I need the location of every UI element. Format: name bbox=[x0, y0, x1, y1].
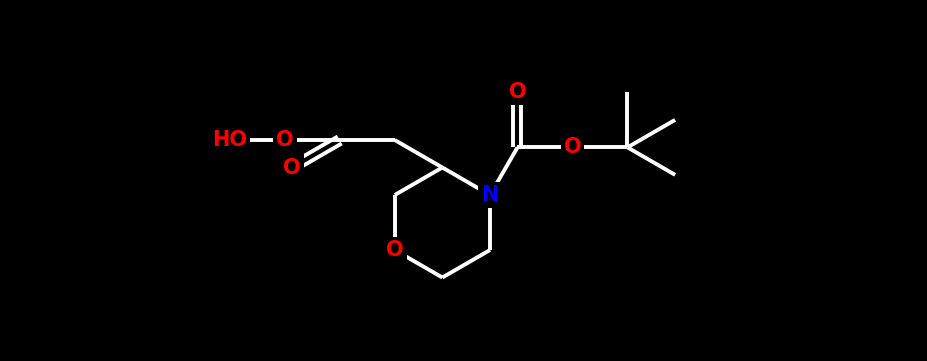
Text: O: O bbox=[386, 240, 403, 260]
Text: N: N bbox=[481, 185, 498, 205]
Text: O: O bbox=[563, 138, 580, 157]
Text: O: O bbox=[283, 157, 300, 178]
Text: O: O bbox=[508, 82, 526, 103]
Text: O: O bbox=[275, 130, 293, 150]
Text: HO: HO bbox=[212, 130, 247, 150]
